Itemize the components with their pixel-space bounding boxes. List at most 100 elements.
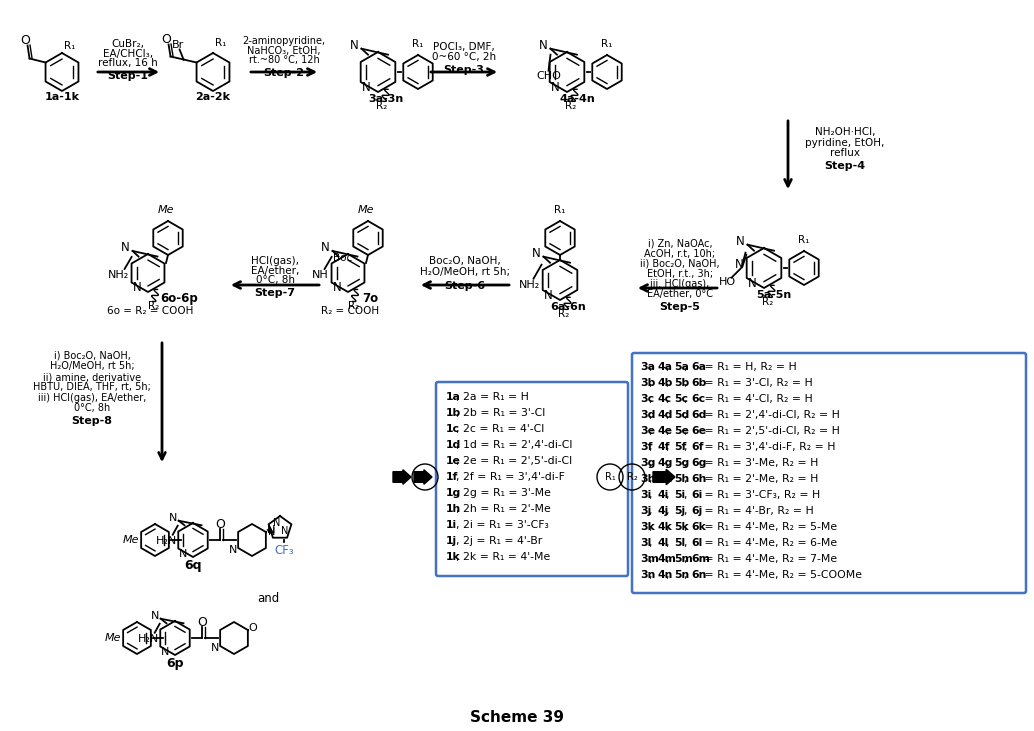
Text: H₂O/MeOH, rt 5h;: H₂O/MeOH, rt 5h; [420,267,510,277]
Text: 1k: 1k [446,552,460,562]
Text: ii) Boc₂O, NaOH,: ii) Boc₂O, NaOH, [640,259,720,269]
Text: POCl₃, DMF,: POCl₃, DMF, [433,42,495,52]
Text: ,: , [666,394,673,404]
Text: N: N [322,241,330,254]
Text: R₁: R₁ [554,205,566,215]
Text: Step-3: Step-3 [444,65,485,75]
Text: Step-8: Step-8 [71,416,113,426]
Text: ,: , [683,506,691,516]
Text: N: N [362,81,371,94]
Text: , 2b = R₁ = 3'-Cl: , 2b = R₁ = 3'-Cl [456,408,545,418]
Text: N: N [551,81,559,94]
Text: N: N [273,518,280,528]
Text: R₂: R₂ [347,301,359,311]
Text: NH₂: NH₂ [108,270,129,280]
Text: 1h: 1h [446,504,461,514]
Text: AcOH, r.t, 10h;: AcOH, r.t, 10h; [644,249,716,259]
Text: H₂N: H₂N [156,536,177,546]
Text: ,: , [666,474,673,484]
Text: Step-1: Step-1 [108,71,149,81]
Text: = R₁ = H, R₂ = H: = R₁ = H, R₂ = H [701,362,796,372]
Text: ,: , [649,442,657,452]
Text: ,: , [666,538,673,548]
Text: R₂: R₂ [566,102,577,111]
Text: Me: Me [358,205,374,215]
Text: R₂: R₂ [762,298,773,307]
Text: 6l: 6l [692,538,703,548]
Text: pyridine, EtOH,: pyridine, EtOH, [805,138,885,148]
Text: i) Boc₂O, NaOH,: i) Boc₂O, NaOH, [54,350,130,360]
Text: , 2c = R₁ = 4'-Cl: , 2c = R₁ = 4'-Cl [456,424,544,434]
Text: 3k: 3k [640,522,655,532]
Text: R₁: R₁ [420,472,430,482]
Text: = R₁ = 4'-Me, R₂ = 7-Me: = R₁ = 4'-Me, R₂ = 7-Me [701,554,837,564]
Polygon shape [393,470,410,484]
Text: N: N [160,646,169,656]
Text: = R₁ = 4'-Me, R₂ = 6-Me: = R₁ = 4'-Me, R₂ = 6-Me [701,538,837,548]
Text: R₂: R₂ [558,309,570,319]
Text: 6b: 6b [692,378,707,388]
Text: 2-aminopyridine,: 2-aminopyridine, [242,36,326,46]
Text: ,: , [683,458,691,468]
Text: ,: , [666,426,673,436]
Text: CF₃: CF₃ [274,545,294,558]
Text: R₂: R₂ [148,301,159,311]
Text: 4b: 4b [658,378,672,388]
Text: 3i: 3i [640,490,651,500]
Text: H₂O/MeOH, rt 5h;: H₂O/MeOH, rt 5h; [50,361,134,371]
Text: 1f: 1f [446,472,458,482]
Text: 3d: 3d [640,410,656,420]
Text: NH: NH [312,270,329,280]
Text: 1j: 1j [446,536,457,546]
Text: ,: , [683,554,691,564]
Text: 6n: 6n [692,570,707,580]
Text: 5e: 5e [674,426,690,436]
Text: ,: , [683,442,691,452]
Text: N: N [151,610,159,621]
Text: 5l: 5l [674,538,686,548]
Text: N: N [121,241,130,254]
FancyBboxPatch shape [632,353,1026,593]
Text: N: N [211,643,219,653]
Text: 4c: 4c [658,394,671,404]
Text: 6e: 6e [692,426,706,436]
Text: 6g: 6g [692,458,707,468]
Text: 5k: 5k [674,522,689,532]
Text: 6o-6p: 6o-6p [160,292,197,305]
Text: EtOH, r.t., 3h;: EtOH, r.t., 3h; [647,269,713,279]
Text: Me: Me [123,535,140,545]
Text: = R₁ = 2',4'-di-Cl, R₂ = H: = R₁ = 2',4'-di-Cl, R₂ = H [701,410,840,420]
Text: , 2i = R₁ = 3'-CF₃: , 2i = R₁ = 3'-CF₃ [456,520,548,530]
Text: 6c: 6c [692,394,706,404]
Text: ,: , [683,570,691,580]
Text: iii. HCl(gas),: iii. HCl(gas), [650,279,709,289]
Text: Step-2: Step-2 [264,68,304,78]
Text: R₂ = COOH: R₂ = COOH [321,306,379,316]
Text: 2a-2k: 2a-2k [195,92,231,102]
Text: 0°C, 8h: 0°C, 8h [255,275,295,285]
Text: Me: Me [158,205,175,215]
Text: 3f: 3f [640,442,652,452]
Text: R₂: R₂ [376,102,388,111]
Text: HO: HO [719,276,736,287]
Text: ,: , [649,362,657,372]
Text: R₁: R₁ [215,38,226,48]
Text: 1i: 1i [446,520,457,530]
Text: 4k: 4k [658,522,672,532]
Text: 5i: 5i [674,490,686,500]
Text: ,: , [649,394,657,404]
Text: 3b: 3b [640,378,656,388]
Text: = R₁ = 3'-Me, R₂ = H: = R₁ = 3'-Me, R₂ = H [701,458,818,468]
Text: ,: , [649,426,657,436]
Text: Step-4: Step-4 [824,161,865,171]
Text: 6o = R₂ = COOH: 6o = R₂ = COOH [107,306,193,316]
Text: ,: , [683,538,691,548]
Text: Boc₂O, NaOH,: Boc₂O, NaOH, [429,256,500,266]
Text: , 2k = R₁ = 4'-Me: , 2k = R₁ = 4'-Me [456,552,550,562]
Text: 1c: 1c [446,424,460,434]
Text: ,: , [683,474,691,484]
Text: Step-7: Step-7 [254,288,296,298]
Text: = R₁ = 3'-CF₃, R₂ = H: = R₁ = 3'-CF₃, R₂ = H [701,490,820,500]
Text: Me: Me [104,633,121,643]
Text: ,: , [666,362,673,372]
